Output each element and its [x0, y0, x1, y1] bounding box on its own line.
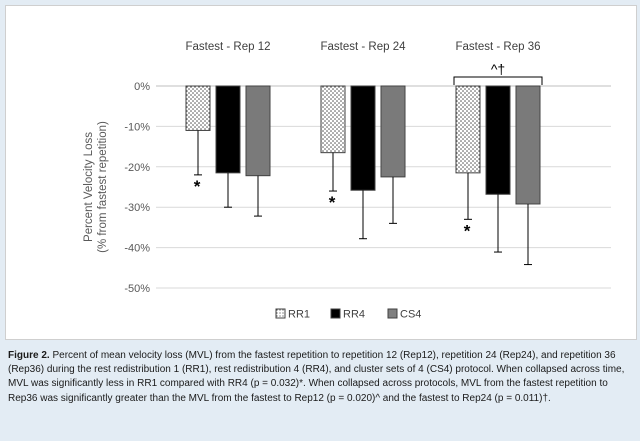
- group-label: Fastest - Rep 12: [185, 41, 270, 53]
- legend-swatch-rr4: [330, 308, 341, 319]
- significance-asterisk: *: [194, 177, 201, 196]
- legend-label-rr4: RR4: [343, 309, 365, 321]
- figure-caption: Figure 2. Percent of mean velocity loss …: [8, 349, 634, 406]
- bracket-label: ^†: [491, 61, 505, 77]
- caption-text: Percent of mean velocity loss (MVL) from…: [8, 350, 625, 404]
- bar-rr1: [185, 85, 211, 131]
- y-tick-label: -10%: [124, 121, 150, 133]
- significance-asterisk: *: [329, 193, 336, 212]
- bar-rr4: [485, 85, 511, 195]
- legend-label-cs4: CS4: [400, 309, 421, 321]
- bar-cs4: [515, 85, 541, 205]
- y-axis-title-line1: Percent Velocity Loss: [83, 132, 95, 242]
- legend-swatch-cs4: [387, 308, 398, 319]
- bar-rr4: [350, 85, 376, 191]
- y-axis-title-line2: (% from fastest repetition): [97, 121, 109, 253]
- bar-rr4: [215, 85, 241, 174]
- y-tick-label: -30%: [124, 202, 150, 214]
- bar-cs4: [380, 85, 406, 178]
- y-tick-label: -50%: [124, 283, 150, 295]
- bar-rr1: [320, 85, 346, 154]
- legend-swatch-rr1: [275, 308, 286, 319]
- y-tick-label: -20%: [124, 162, 150, 174]
- group-label: Fastest - Rep 36: [455, 41, 540, 53]
- caption-label: Figure 2.: [8, 350, 50, 361]
- chart-panel: 0% -10% -20% -30% -40% -50% Percent Velocity L…: [5, 5, 637, 340]
- bar-rr1: [455, 85, 481, 174]
- significance-bracket: [453, 76, 543, 85]
- bar-chart: 0% -10% -20% -30% -40% -50% Percent Velocity L…: [83, 41, 611, 321]
- y-tick-label: -40%: [124, 243, 150, 255]
- group-label: Fastest - Rep 24: [320, 41, 406, 53]
- significance-asterisk: *: [464, 221, 471, 240]
- legend-label-rr1: RR1: [288, 309, 310, 321]
- y-tick-label: 0%: [134, 81, 150, 93]
